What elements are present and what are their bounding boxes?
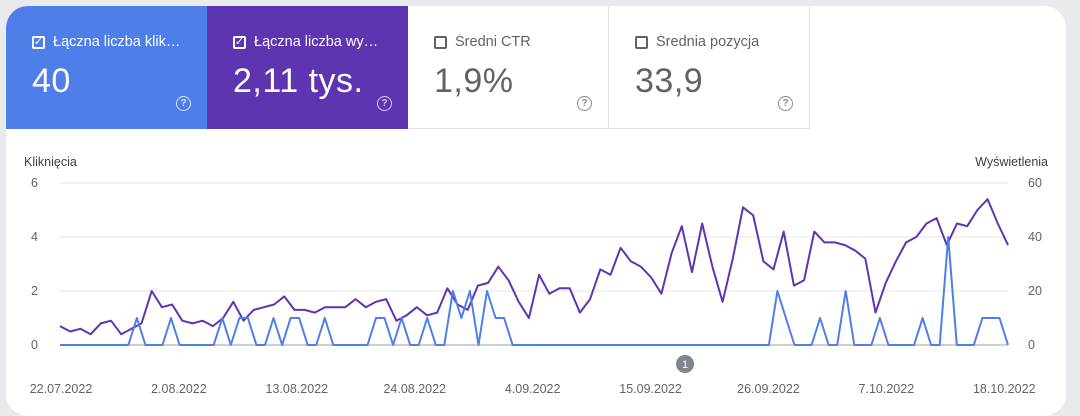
y-left-tick-label: 2 (31, 284, 38, 298)
y-right-axis-title: Wyświetlenia (975, 155, 1048, 169)
performance-chart: 6 60 4 40 2 20 0 0 Kliknięcia Wyświetlenia 22.07.2… (24, 155, 1048, 396)
help-icon[interactable]: ? (577, 96, 592, 111)
metric-value: 1,9% (434, 62, 514, 100)
metric-tile-total-impressions[interactable]: ✓ Łączna liczba wy… 2,11 tys. ? (207, 6, 408, 129)
y-left-tick-label: 4 (31, 230, 38, 244)
y-right-tick-label: 20 (1028, 284, 1042, 298)
checkbox-unchecked-icon[interactable] (434, 35, 447, 49)
metric-value: 33,9 (635, 62, 704, 100)
y-right-tick-label: 40 (1028, 230, 1042, 244)
checkbox-checked-icon[interactable]: ✓ (233, 35, 246, 49)
x-tick-label: 22.07.2022 (30, 382, 93, 396)
metric-tile-average-ctr[interactable]: Średni CTR 1,9% ? (408, 6, 609, 129)
metric-tiles: ✓ Łączna liczba klik… 40 ? ✓ Łączna licz… (6, 6, 810, 129)
help-icon[interactable]: ? (377, 96, 392, 111)
performance-card: ✓ Łączna liczba klik… 40 ? ✓ Łączna licz… (6, 6, 1066, 416)
y-right-tick-label: 60 (1028, 176, 1042, 190)
x-tick-label: 13.08.2022 (266, 382, 329, 396)
y-right-tick-label: 0 (1028, 338, 1035, 352)
y-left-tick-label: 6 (31, 176, 38, 190)
y-left-axis-title: Kliknięcia (24, 155, 77, 169)
metric-value: 40 (32, 62, 71, 100)
checkbox-checked-icon[interactable]: ✓ (32, 35, 45, 49)
metric-value: 2,11 tys. (233, 62, 364, 100)
x-tick-label: 26.09.2022 (737, 382, 800, 396)
help-icon[interactable]: ? (778, 96, 793, 111)
impressions-series-line (59, 198, 1009, 336)
metric-tile-total-clicks[interactable]: ✓ Łączna liczba klik… 40 ? (6, 6, 207, 129)
x-tick-label: 7.10.2022 (859, 382, 915, 396)
checkbox-unchecked-icon[interactable] (635, 35, 648, 49)
x-tick-label: 18.10.2022 (973, 382, 1036, 396)
x-tick-label: 4.09.2022 (505, 382, 561, 396)
x-tick-label: 2.08.2022 (151, 382, 207, 396)
x-tick-label: 24.08.2022 (383, 382, 446, 396)
clicks-series-line (60, 236, 1009, 346)
annotation-label: 1 (682, 359, 688, 371)
x-tick-label: 15.09.2022 (619, 382, 682, 396)
y-left-tick-label: 0 (31, 338, 38, 352)
annotation-marker[interactable] (676, 355, 695, 373)
help-icon[interactable]: ? (176, 96, 191, 111)
metric-tile-average-position[interactable]: Średnia pozycja 33,9 ? (609, 6, 810, 129)
